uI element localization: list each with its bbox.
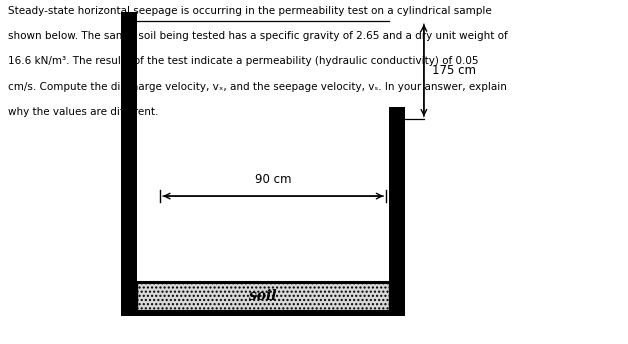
- Text: why the values are different.: why the values are different.: [8, 107, 158, 117]
- Text: shown below. The sandy soil being tested has a specific gravity of 2.65 and a dr: shown below. The sandy soil being tested…: [8, 31, 507, 41]
- Text: cm/s. Compute the discharge velocity, vₓ, and the seepage velocity, vₛ. In your : cm/s. Compute the discharge velocity, vₓ…: [8, 82, 506, 92]
- Text: soil: soil: [249, 289, 277, 303]
- Polygon shape: [389, 116, 405, 119]
- Bar: [121, 12, 137, 316]
- Bar: [121, 310, 405, 316]
- Text: 16.6 kN/m³. The results of the test indicate a permeability (hydraulic conductiv: 16.6 kN/m³. The results of the test indi…: [8, 56, 478, 66]
- Text: 175 cm: 175 cm: [432, 64, 476, 77]
- Text: 90 cm: 90 cm: [255, 173, 291, 186]
- Bar: [389, 107, 405, 316]
- Bar: [137, 282, 389, 310]
- Polygon shape: [121, 18, 136, 21]
- Text: Steady-state horizontal seepage is occurring in the permeability test on a cylin: Steady-state horizontal seepage is occur…: [8, 6, 491, 16]
